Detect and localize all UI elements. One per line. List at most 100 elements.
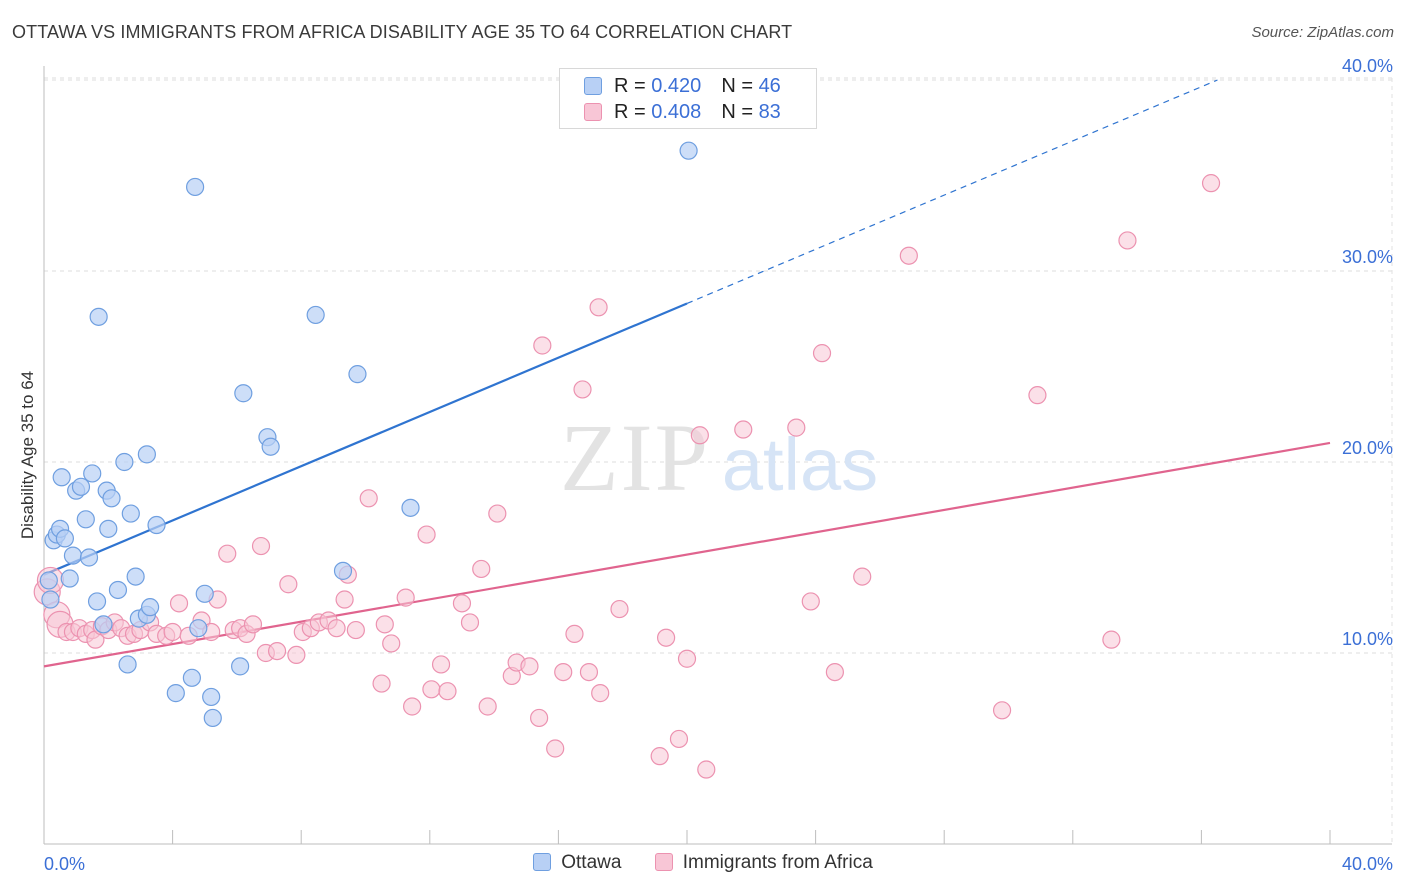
ottawa-point bbox=[87, 592, 107, 611]
ottawa-point bbox=[186, 177, 205, 197]
africa-point bbox=[218, 544, 237, 563]
ottawa-point bbox=[79, 548, 99, 567]
africa-point bbox=[589, 298, 608, 317]
ottawa-point bbox=[231, 657, 250, 676]
ottawa-point bbox=[401, 498, 420, 517]
watermark: ZIP atlas bbox=[560, 404, 878, 511]
ottawa-point bbox=[94, 615, 113, 634]
africa-point bbox=[853, 567, 872, 586]
africa-legend-swatch bbox=[654, 853, 673, 871]
legend-row-africa: R = 0.408 N = 83 bbox=[584, 101, 781, 127]
x-tick-label: 0.0% bbox=[44, 854, 85, 874]
africa-point bbox=[669, 729, 689, 749]
africa-point bbox=[359, 489, 378, 508]
ottawa-r-label: R = bbox=[614, 75, 652, 97]
ottawa-point bbox=[99, 519, 118, 538]
ottawa-point bbox=[55, 529, 74, 548]
ottawa-point bbox=[102, 489, 121, 508]
africa-point bbox=[346, 620, 365, 640]
ottawa-point bbox=[115, 452, 134, 472]
africa-point bbox=[677, 649, 697, 668]
africa-point bbox=[591, 684, 610, 703]
africa-point bbox=[697, 760, 716, 779]
chart-title: OTTAWA VS IMMIGRANTS FROM AFRICA DISABIL… bbox=[12, 22, 793, 42]
ottawa-point bbox=[41, 590, 60, 609]
ottawa-point bbox=[63, 546, 83, 565]
africa-point bbox=[520, 657, 539, 676]
ottawa-point bbox=[306, 305, 325, 325]
africa-point bbox=[267, 641, 287, 661]
ottawa-point bbox=[333, 561, 353, 580]
ottawa-point bbox=[202, 687, 221, 707]
africa-point bbox=[554, 662, 573, 682]
ottawa-point bbox=[71, 477, 91, 496]
africa-point bbox=[163, 622, 182, 642]
grid bbox=[44, 77, 1393, 844]
ottawa-point bbox=[118, 655, 137, 674]
africa-point bbox=[579, 662, 599, 682]
ottawa-r-value: 0.420 bbox=[651, 75, 702, 97]
ottawa-n-label: N = bbox=[721, 75, 759, 97]
ottawa-legend-swatch bbox=[533, 853, 552, 871]
africa-point bbox=[372, 674, 391, 693]
africa-point bbox=[787, 418, 806, 437]
ottawa-point bbox=[189, 619, 208, 638]
ottawa-point bbox=[108, 580, 128, 600]
africa-point bbox=[565, 624, 584, 644]
africa-point bbox=[1118, 231, 1137, 250]
x-tick-label: 40.0% bbox=[1342, 854, 1393, 874]
africa-point bbox=[690, 426, 709, 445]
africa-point bbox=[825, 662, 844, 682]
africa-point bbox=[403, 697, 422, 716]
africa-point bbox=[243, 615, 263, 634]
ottawa-legend-label: Ottawa bbox=[561, 852, 622, 873]
y-tick-label: 40.0% bbox=[1342, 56, 1393, 76]
ottawa-point bbox=[89, 307, 108, 326]
ottawa-point bbox=[52, 468, 71, 487]
africa-point bbox=[546, 739, 565, 758]
ottawa-point bbox=[166, 684, 185, 703]
africa-point bbox=[169, 594, 189, 613]
africa-point bbox=[417, 525, 436, 544]
africa-point bbox=[734, 420, 753, 439]
africa-point bbox=[422, 680, 441, 699]
africa-point bbox=[438, 682, 457, 701]
ottawa-point bbox=[234, 384, 253, 403]
africa-swatch bbox=[584, 103, 602, 121]
ottawa-point bbox=[348, 365, 367, 384]
ottawa-point bbox=[203, 708, 222, 728]
ottawa-point bbox=[76, 510, 95, 529]
ottawa-point bbox=[60, 569, 79, 588]
africa-point bbox=[251, 536, 271, 556]
axes: 10.0% 20.0% 30.0% 40.0% 0.0% 40.0% bbox=[43, 56, 1393, 874]
watermark-zip: ZIP bbox=[560, 404, 710, 511]
legend-item-africa[interactable]: Immigrants from Africa bbox=[654, 852, 873, 874]
legend-item-ottawa[interactable]: Ottawa bbox=[533, 852, 621, 874]
africa-point bbox=[488, 504, 507, 523]
africa-point bbox=[1102, 630, 1121, 649]
africa-point bbox=[992, 701, 1012, 720]
africa-point bbox=[899, 246, 918, 265]
africa-point bbox=[610, 599, 629, 619]
series-legend: Ottawa Immigrants from Africa bbox=[0, 852, 1406, 874]
africa-point bbox=[657, 628, 676, 647]
legend-row-ottawa: R = 0.420 N = 46 bbox=[584, 75, 781, 101]
ottawa-point bbox=[140, 598, 160, 617]
ottawa-point bbox=[121, 504, 140, 523]
ottawa-swatch bbox=[584, 77, 602, 95]
africa-r-value: 0.408 bbox=[651, 101, 702, 123]
ottawa-point bbox=[182, 668, 201, 687]
africa-point bbox=[478, 697, 497, 716]
africa-point bbox=[382, 634, 401, 653]
africa-point bbox=[327, 619, 346, 638]
africa-point bbox=[650, 747, 669, 766]
africa-point bbox=[335, 590, 354, 609]
trend-lines bbox=[43, 79, 1331, 668]
africa-point bbox=[279, 575, 298, 594]
africa-point bbox=[472, 559, 491, 579]
ottawa-point bbox=[137, 445, 156, 464]
ottawa-point bbox=[261, 437, 280, 456]
africa-point bbox=[460, 613, 480, 632]
africa-point bbox=[287, 645, 306, 665]
